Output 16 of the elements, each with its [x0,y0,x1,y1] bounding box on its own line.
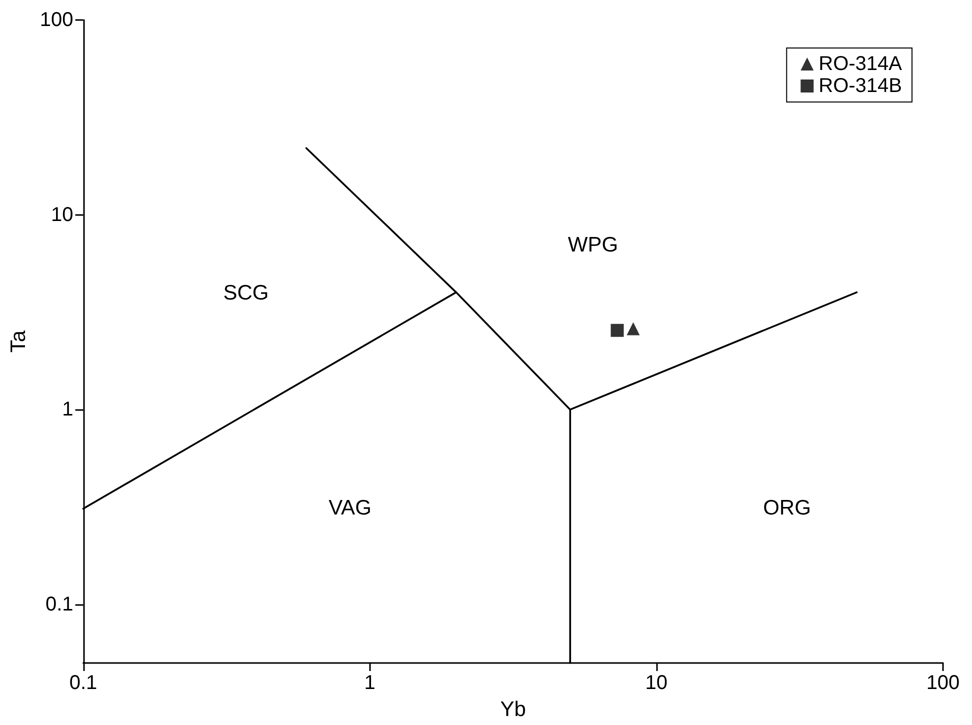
x-axis-title: Yb [500,698,526,721]
annotation: VAG [328,496,372,520]
y-tick-label: 10 [51,204,74,226]
y-axis-title: Ta [7,330,30,353]
legend-label: RO-314B [818,75,902,97]
x-tick-label: 1 [364,672,376,694]
y-tick-label: 100 [40,9,74,31]
legend-label: RO-314A [818,53,903,75]
y-tick-label: 1 [62,398,74,421]
annotation: WPG [568,234,618,256]
x-tick-label: 100 [926,672,960,694]
x-tick-label: 10 [645,672,668,694]
x-tick-label: 0.1 [69,672,98,694]
annotation: SCG [223,282,269,304]
y-tick-label: 0.1 [45,593,74,616]
annotation: ORG [763,496,811,520]
